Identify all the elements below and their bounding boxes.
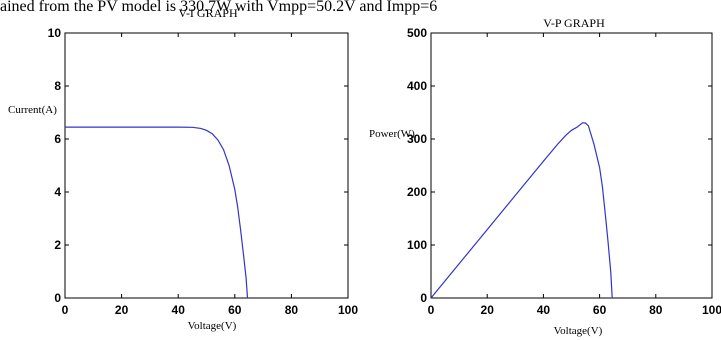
vi-x-tick-label: 100	[338, 303, 358, 317]
vp-plot-frame	[430, 32, 713, 299]
vp-x-tick-label: 80	[649, 303, 663, 317]
vi-plot-frame	[64, 32, 349, 299]
vi-x-tick-label: 80	[285, 303, 299, 317]
vp-x-tick-label: 20	[481, 303, 495, 317]
vi-x-tick-label: 60	[228, 303, 242, 317]
vp-x-tick-label: 60	[593, 303, 607, 317]
vp-x-tick-label: 40	[537, 303, 551, 317]
vp-y-axis-label: Power(W)	[369, 128, 415, 140]
vp-x-axis-label: Voltage(V)	[554, 325, 603, 337]
caption-fragment: ained from the PV model is 330.7W with V…	[0, 0, 437, 15]
vp-chart-title: V-P GRAPH	[543, 16, 605, 30]
vp-chart: V-P GRAPH Power(W) Voltage(V) 0 20 40 60 80 100 0…	[369, 16, 721, 337]
vi-y-tick-label: 4	[54, 185, 61, 199]
vi-chart-title: V-I GRAPH	[178, 6, 238, 20]
vp-y-tick-label: 400	[407, 79, 427, 93]
vi-y-tick-label: 0	[54, 291, 61, 305]
vp-y-tick-label: 200	[407, 185, 427, 199]
vi-y-tick-label: 6	[54, 132, 61, 146]
vi-y-tick-label: 8	[54, 79, 61, 93]
vp-x-tick-label: 0	[428, 303, 435, 317]
vp-y-tick-label: 0	[420, 291, 427, 305]
vi-x-tick-label: 20	[115, 303, 129, 317]
vi-x-axis-label: Voltage(V)	[188, 320, 237, 332]
vi-x-tick-label: 40	[172, 303, 186, 317]
vp-y-tick-label: 300	[407, 132, 427, 146]
vp-y-tick-label: 500	[407, 26, 427, 40]
vi-y-tick-label: 10	[48, 26, 62, 40]
vi-y-axis-label: Current(A)	[8, 104, 57, 116]
vi-series-line	[65, 126, 249, 299]
vp-series-line	[430, 122, 613, 299]
vp-x-tick-label: 100	[702, 303, 721, 317]
vi-x-tick-label: 0	[62, 303, 69, 317]
vi-y-tick-label: 2	[54, 238, 61, 252]
vp-y-tick-label: 100	[407, 238, 427, 252]
